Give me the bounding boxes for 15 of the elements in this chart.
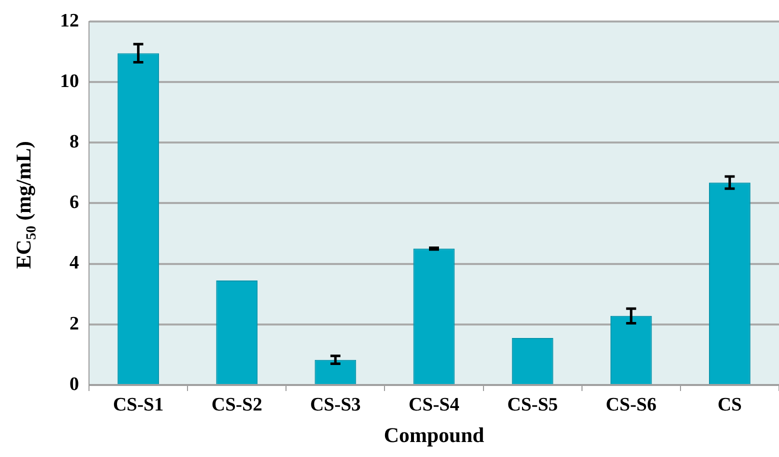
- x-tick-label: CS-S5: [507, 394, 558, 416]
- y-tick-label: 6: [70, 192, 79, 214]
- y-tick-label: 12: [60, 10, 79, 32]
- x-tick-label: CS: [718, 394, 742, 416]
- y-tick-label: 4: [70, 252, 80, 274]
- x-tick-label: CS-S4: [408, 394, 460, 416]
- x-axis-title: Compound: [384, 422, 484, 447]
- y-tick-label: 0: [70, 374, 79, 395]
- x-tick-label: CS-S1: [112, 394, 164, 416]
- y-tick-label: 10: [60, 70, 79, 92]
- y-tick-label: 2: [70, 313, 79, 334]
- x-tick-label: CS-S3: [310, 394, 361, 416]
- y-tick-label: 8: [70, 132, 79, 153]
- x-tick-label: CS-S6: [606, 394, 656, 416]
- x-tick-label: CS-S2: [212, 394, 262, 416]
